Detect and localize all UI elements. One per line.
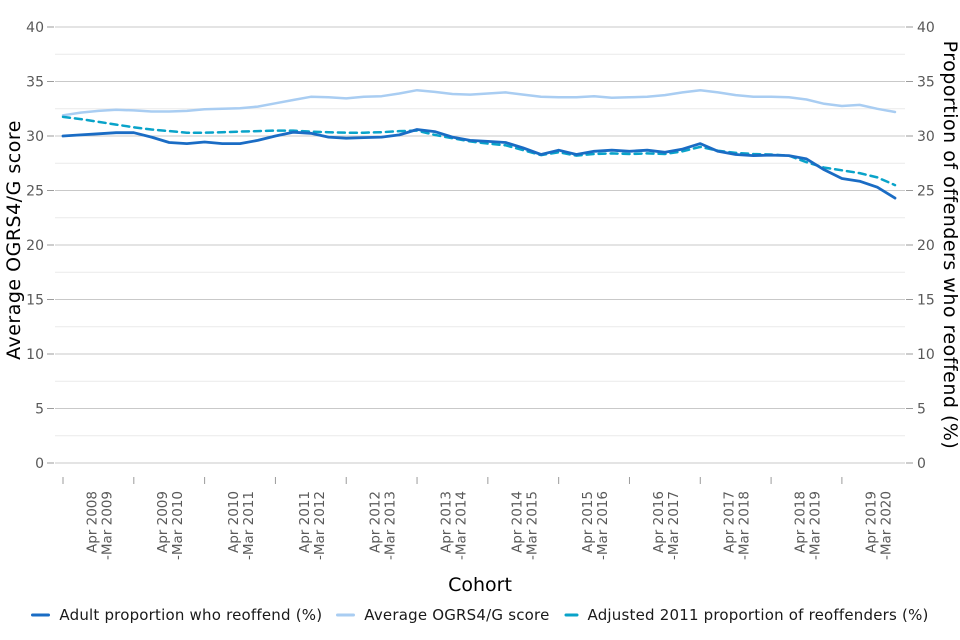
y-tick-label-left: 10 [26,347,44,363]
y-tick-label-right: 0 [917,456,926,472]
y-axis-left-ticks: 0 5 10 15 20 25 30 35 40 [26,20,54,472]
x-tick-label: Apr 2009 -Mar 2010 [155,491,186,560]
y-tick-label-right: 10 [917,347,935,363]
y-tick-label-left: 25 [26,184,44,200]
y-axis-right-title: Proportion of offenders who reoffend (%) [939,41,960,450]
x-axis-ticks [62,477,843,484]
legend-item-adult-proportion: Adult proportion who reoffend (%) [31,606,322,624]
x-tick-label-line2: -Mar 2020 [878,491,894,560]
x-tick-label: Apr 2018 -Mar 2019 [792,491,823,560]
legend-label-adult-proportion: Adult proportion who reoffend (%) [59,606,323,624]
x-tick-label-line1: Apr 2010 [226,491,242,553]
x-tick-label: Apr 2016 -Mar 2017 [651,491,682,560]
y-tick-label-right: 35 [917,75,935,91]
legend-line-solid-dark-icon [31,613,51,617]
y-tick-label-right: 5 [917,402,926,418]
x-tick-label-line1: Apr 2011 [297,491,313,553]
x-tick-label: Apr 2012 -Mar 2013 [368,491,399,560]
x-tick-label-line1: Apr 2018 [792,491,808,553]
series-line-1 [61,88,897,117]
x-tick-label-line1: Apr 2009 [155,491,171,553]
x-tick-label-line2: -Mar 2018 [737,491,753,560]
x-tick-label-line1: Apr 2017 [722,491,738,553]
y-tick-label-left: 20 [26,238,44,254]
x-tick-label-line1: Apr 2013 [438,491,454,553]
x-tick-label: Apr 2014 -Mar 2015 [509,491,540,560]
y-tick-label-left: 5 [35,402,44,418]
chart-canvas: 0 5 10 15 20 25 30 35 40 0 5 10 15 20 25 30 35 40 Apr 20… [3,20,960,596]
y-tick-label-left: 40 [26,20,44,36]
x-axis-title: Cohort [448,574,512,596]
x-tick-label: Apr 2010 -Mar 2011 [226,491,257,560]
y-tick-label-right: 40 [917,20,935,36]
y-tick-label-right: 15 [917,293,935,309]
x-tick-label-line1: Apr 2008 [84,491,100,553]
series-line-0 [61,128,897,200]
x-tick-label-line2: -Mar 2016 [595,491,611,560]
x-tick-label: Apr 2019 -Mar 2020 [863,491,894,560]
y-axis-right-ticks: 0 5 10 15 20 25 30 35 40 [906,20,935,472]
series-lines [61,88,897,200]
y-tick-label-right: 30 [917,129,935,145]
x-tick-label-line1: Apr 2012 [368,491,384,553]
y-tick-label-left: 35 [26,75,44,91]
x-tick-label-line2: -Mar 2015 [524,491,540,560]
x-tick-label-line2: -Mar 2014 [453,491,469,560]
legend-label-adjusted-2011: Adjusted 2011 proportion of reoffenders … [587,606,929,624]
x-tick-label-line2: -Mar 2010 [170,491,186,560]
series-line-2 [61,115,897,187]
major-gridlines [55,26,905,464]
x-tick-label-line1: Apr 2014 [509,491,525,553]
x-axis-labels: Apr 2008 -Mar 2009 Apr 2009 -Mar 2010 Apr 20… [84,491,894,560]
legend-item-adjusted-2011: Adjusted 2011 proportion of reoffenders … [564,606,929,624]
legend-line-solid-light-icon [336,613,356,617]
x-tick-label-line2: -Mar 2019 [807,491,823,560]
x-tick-label: Apr 2017 -Mar 2018 [722,491,753,560]
legend-item-ogrs-score: Average OGRS4/G score [336,606,549,624]
x-tick-label-line1: Apr 2016 [651,491,667,553]
y-axis-left-title: Average OGRS4/G score [3,120,25,360]
minor-gridlines [55,53,905,437]
x-tick-label-line2: -Mar 2009 [99,491,115,560]
x-tick-label-line2: -Mar 2011 [241,491,257,560]
y-tick-label-right: 25 [917,184,935,200]
legend-line-dashed-teal-icon [564,613,578,617]
y-tick-label-right: 20 [917,238,935,254]
chart-legend: Adult proportion who reoffend (%) Averag… [0,606,960,624]
x-tick-label-line1: Apr 2015 [580,491,596,553]
x-tick-label-line1: Apr 2019 [863,491,879,553]
y-tick-label-left: 30 [26,129,44,145]
x-tick-label-line2: -Mar 2017 [666,491,682,560]
y-tick-label-left: 0 [35,456,44,472]
x-tick-label: Apr 2015 -Mar 2016 [580,491,611,560]
x-tick-label-line2: -Mar 2013 [383,491,399,560]
x-tick-label: Apr 2013 -Mar 2014 [438,491,469,560]
x-tick-label-line2: -Mar 2012 [312,491,328,560]
x-tick-label: Apr 2008 -Mar 2009 [84,491,115,560]
y-tick-label-left: 15 [26,293,44,309]
x-tick-label: Apr 2011 -Mar 2012 [297,491,328,560]
legend-label-ogrs-score: Average OGRS4/G score [364,606,550,624]
